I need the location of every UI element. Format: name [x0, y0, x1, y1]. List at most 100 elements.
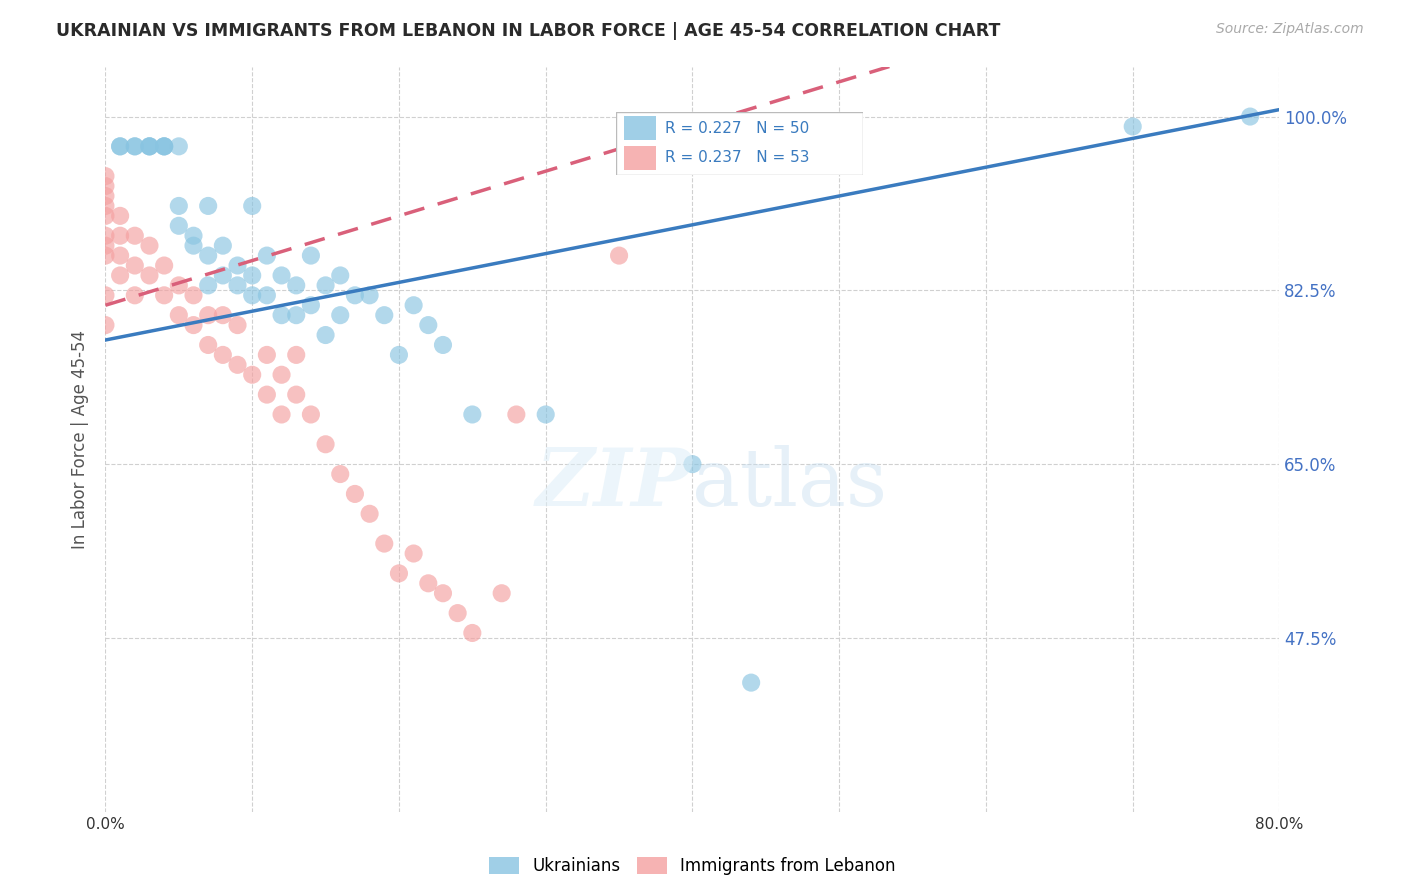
Point	[94, 238, 117, 252]
Point	[607, 249, 630, 263]
FancyBboxPatch shape	[623, 116, 655, 140]
Point	[94, 209, 117, 223]
Point	[94, 249, 117, 263]
Point	[94, 189, 117, 203]
Point	[491, 586, 513, 600]
Y-axis label: In Labor Force | Age 45-54: In Labor Force | Age 45-54	[72, 330, 90, 549]
Point	[461, 626, 484, 640]
Point	[211, 238, 233, 252]
Point	[226, 318, 249, 332]
Point	[240, 268, 263, 283]
Point	[432, 338, 454, 352]
Point	[94, 199, 117, 213]
Point	[315, 328, 337, 343]
Text: UKRAINIAN VS IMMIGRANTS FROM LEBANON IN LABOR FORCE | AGE 45-54 CORRELATION CHAR: UKRAINIAN VS IMMIGRANTS FROM LEBANON IN …	[56, 22, 1001, 40]
Point	[343, 288, 366, 302]
Point	[285, 278, 308, 293]
Point	[138, 139, 160, 153]
Point	[1239, 110, 1261, 124]
Point	[183, 228, 205, 243]
Point	[108, 209, 131, 223]
Point	[432, 586, 454, 600]
Point	[138, 268, 160, 283]
Point	[108, 228, 131, 243]
Point	[183, 238, 205, 252]
Point	[285, 348, 308, 362]
Point	[124, 139, 146, 153]
Point	[153, 259, 176, 273]
Point	[124, 288, 146, 302]
Point	[402, 547, 425, 561]
Point	[183, 288, 205, 302]
Point	[446, 606, 468, 620]
Point	[211, 268, 233, 283]
Point	[138, 139, 160, 153]
Point	[153, 139, 176, 153]
Point	[388, 348, 411, 362]
Point	[124, 139, 146, 153]
Point	[315, 278, 337, 293]
Point	[402, 298, 425, 312]
Point	[94, 179, 117, 194]
Point	[270, 408, 292, 422]
Point	[270, 368, 292, 382]
Point	[299, 249, 322, 263]
Point	[94, 288, 117, 302]
Point	[418, 576, 440, 591]
Point	[285, 308, 308, 322]
Point	[299, 298, 322, 312]
Point	[108, 249, 131, 263]
Point	[299, 408, 322, 422]
Point	[461, 408, 484, 422]
Point	[167, 199, 190, 213]
Point	[359, 507, 381, 521]
Point	[226, 259, 249, 273]
Point	[359, 288, 381, 302]
Point	[240, 368, 263, 382]
Point	[167, 219, 190, 233]
Point	[153, 139, 176, 153]
Text: R = 0.237   N = 53: R = 0.237 N = 53	[665, 151, 810, 165]
Point	[167, 278, 190, 293]
Point	[211, 308, 233, 322]
Point	[240, 288, 263, 302]
Point	[505, 408, 527, 422]
Point	[256, 288, 278, 302]
Point	[197, 278, 219, 293]
Point	[343, 487, 366, 501]
Text: ZIP: ZIP	[536, 445, 692, 523]
Point	[740, 675, 762, 690]
Point	[256, 348, 278, 362]
Point	[256, 387, 278, 401]
Point	[315, 437, 337, 451]
Point	[197, 249, 219, 263]
Point	[197, 199, 219, 213]
Point	[183, 318, 205, 332]
Point	[108, 268, 131, 283]
Point	[534, 408, 557, 422]
Point	[226, 358, 249, 372]
Legend: Ukrainians, Immigrants from Lebanon: Ukrainians, Immigrants from Lebanon	[482, 850, 903, 881]
Point	[138, 139, 160, 153]
Point	[197, 338, 219, 352]
Point	[256, 249, 278, 263]
Point	[418, 318, 440, 332]
Point	[153, 288, 176, 302]
Point	[373, 536, 395, 550]
Point	[124, 228, 146, 243]
Point	[240, 199, 263, 213]
FancyBboxPatch shape	[623, 145, 655, 169]
Point	[373, 308, 395, 322]
Text: atlas: atlas	[692, 445, 887, 523]
Point	[270, 308, 292, 322]
Point	[167, 139, 190, 153]
Point	[682, 457, 704, 471]
Point	[329, 268, 352, 283]
Point	[388, 566, 411, 581]
Point	[167, 308, 190, 322]
Point	[197, 308, 219, 322]
Point	[94, 228, 117, 243]
Point	[270, 268, 292, 283]
Text: Source: ZipAtlas.com: Source: ZipAtlas.com	[1216, 22, 1364, 37]
Point	[329, 308, 352, 322]
